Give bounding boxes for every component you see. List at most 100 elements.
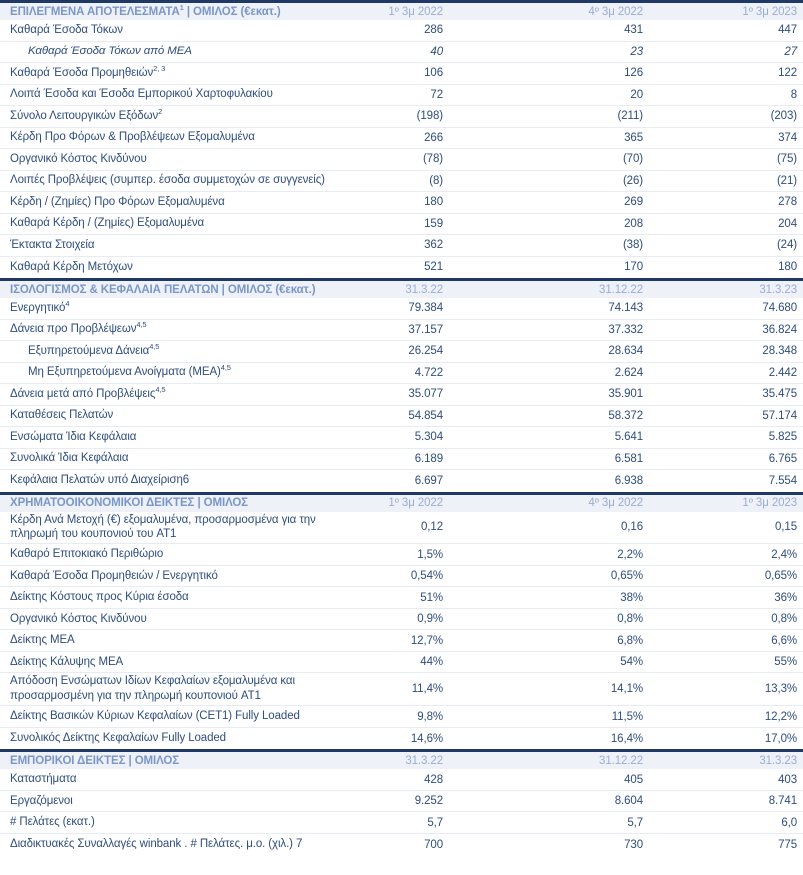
- row-value: 27: [784, 45, 797, 58]
- column-header: 31.12.22: [599, 754, 643, 767]
- row-label-footnote: 2, 3: [153, 63, 166, 73]
- row-label: Συνολικά Ίδια Κεφάλαια: [0, 451, 340, 466]
- row-label-text: Καταθέσεις Πελατών: [10, 409, 114, 422]
- row-value: 2,2%: [617, 548, 643, 561]
- row-label: Καθαρά Έσοδα Τόκων από ΜΕΑ: [0, 44, 340, 59]
- row-value: (38): [622, 239, 643, 252]
- section-header: ΕΜΠΟΡΙΚΟΙ ΔΕΙΚΤΕΣ | ΟΜΙΛΟΣ 31.3.22 31.12.2…: [0, 749, 803, 770]
- row-label: Δάνεια μετά από Προβλέψεις4,5: [0, 386, 340, 402]
- row-value: 266: [424, 131, 443, 144]
- table-row: Κέρδη Προ Φόρων & Προβλέψεων Εξομαλυμένα…: [0, 127, 803, 149]
- column-header: 1º 3μ 2023: [742, 5, 797, 18]
- section-header: ΙΣΟΛΟΓΙΣΜΟΣ & ΚΕΦΑΛΑΙΑ ΠΕΛΑΤΩΝ | ΟΜΙΛΟΣ …: [0, 278, 803, 298]
- row-value: (198): [416, 110, 443, 123]
- table-row: Καταθέσεις Πελατών 54.854 58.372 57.174: [0, 405, 803, 427]
- section-title-text: | ΟΜΙΛΟΣ (€εκατ.): [183, 5, 281, 18]
- row-value: 44%: [420, 656, 443, 669]
- row-label: Καθαρό Επιτοκιακό Περιθώριο: [0, 547, 340, 562]
- row-label: Δείκτης Κόστους προς Κύρια έσοδα: [0, 590, 340, 605]
- row-value: (24): [776, 239, 797, 252]
- table-row: Οργανικό Κόστος Κινδύνου 0,9% 0,8% 0,8%: [0, 608, 803, 631]
- row-value: 0,12: [421, 521, 443, 534]
- row-label-text: Καθαρά Έσοδα Τόκων: [10, 23, 123, 36]
- row-value: 6.189: [414, 452, 443, 465]
- row-label-text: Καταστήματα: [10, 773, 77, 786]
- row-value: (21): [776, 174, 797, 187]
- row-value: 0,9%: [417, 613, 443, 626]
- table-row: Καθαρά Κέρδη Μετόχων 521 170 180: [0, 256, 803, 278]
- row-value: 35.475: [762, 388, 797, 401]
- row-label: Κέρδη / (Ζημίες) Προ Φόρων Εξομαλυμένα: [0, 195, 340, 210]
- row-value: (203): [770, 110, 797, 123]
- row-label-text: Κέρδη Προ Φόρων & Προβλέψεων Εξομαλυμένα: [10, 131, 255, 144]
- table-row: Εργαζόμενοι 9.252 8.604 8.741: [0, 790, 803, 813]
- row-value: 55%: [774, 656, 797, 669]
- row-label-text: Καθαρά Έσοδα Προμηθειών / Ενεργητικό: [10, 569, 218, 582]
- row-value: 374: [778, 131, 797, 144]
- row-value: 20: [630, 88, 643, 101]
- column-header: 31.3.22: [405, 283, 443, 296]
- row-label: Καθαρά Έσοδα Προμηθειών2, 3: [0, 63, 340, 81]
- row-value: 54%: [620, 656, 643, 669]
- row-label-text: Ενσώματα Ίδια Κεφάλαια: [10, 430, 137, 443]
- row-label-text: Οργανικό Κόστος Κινδύνου: [10, 152, 147, 165]
- row-label: Διαδικτυακές Συναλλαγές winbank . # Πελά…: [0, 837, 340, 852]
- table-row: Απόδοση Ενσώματων Ιδίων Κεφαλαίων εξομαλ…: [0, 673, 803, 707]
- table-row: Οργανικό Κόστος Κινδύνου (78) (70) (75): [0, 149, 803, 171]
- row-value: 12,2%: [764, 710, 797, 723]
- row-label-text: # Πελάτες (εκατ.): [10, 816, 95, 829]
- row-label-text: Απόδοση Ενσώματων Ιδίων Κεφαλαίων εξομαλ…: [10, 675, 295, 703]
- row-label: Δείκτης Κάλυψης ΜΕΑ: [0, 655, 340, 670]
- row-label: Κεφάλαια Πελατών υπό Διαχείριση6: [0, 473, 340, 488]
- row-value: 0,15: [775, 521, 797, 534]
- table-row: Καθαρά Έσοδα Προμηθειών2, 3 106 126 122: [0, 63, 803, 85]
- row-label: Καταθέσεις Πελατών: [0, 408, 340, 423]
- row-value: 403: [778, 773, 797, 786]
- row-label: Καταστήματα: [0, 772, 340, 787]
- row-value: 6,8%: [617, 634, 643, 647]
- table-row: Διαδικτυακές Συναλλαγές winbank . # Πελά…: [0, 833, 803, 856]
- row-value: 5.304: [414, 431, 443, 444]
- row-value: 208: [624, 217, 643, 230]
- row-value: 0,65%: [610, 570, 643, 583]
- section-title: ΧΡΗΜΑΤΟΟΙΚΟΝΟΜΙΚΟΙ ΔΕΙΚΤΕΣ | ΟΜΙΛΟΣ: [0, 497, 340, 509]
- row-label: Κέρδη Ανά Μετοχή (€) εξομαλυμένα, προσαρ…: [0, 513, 340, 543]
- row-label-text: Κέρδη Ανά Μετοχή (€) εξομαλυμένα, προσαρ…: [10, 513, 316, 541]
- row-label: Δάνεια προ Προβλέψεων4,5: [0, 321, 340, 337]
- row-label: Έκτακτα Στοιχεία: [0, 238, 340, 253]
- financial-results-table: ΕΠΙΛΕΓΜΕΝΑ ΑΠΟΤΕΛΕΣΜΑΤΑ1 | ΟΜΙΛΟΣ (€εκατ…: [0, 0, 803, 856]
- row-value: 35.901: [608, 388, 643, 401]
- section-title-footnote: 1: [179, 2, 184, 12]
- row-value: 26.254: [408, 345, 443, 358]
- row-value: 122: [778, 67, 797, 80]
- table-row: Καθαρά Κέρδη / (Ζημίες) Εξομαλυμένα 159 20…: [0, 213, 803, 235]
- row-value: 35.077: [408, 388, 443, 401]
- row-value: 37.332: [608, 323, 643, 336]
- row-value: 38%: [620, 591, 643, 604]
- section-title: ΕΠΙΛΕΓΜΕΝΑ ΑΠΟΤΕΛΕΣΜΑΤΑ1 | ΟΜΙΛΟΣ (€εκατ…: [0, 2, 340, 18]
- row-label: Απόδοση Ενσώματων Ιδίων Κεφαλαίων εξομαλ…: [0, 674, 340, 704]
- row-value: 170: [624, 261, 643, 274]
- section-title-text: ΕΜΠΟΡΙΚΟΙ ΔΕΙΚΤΕΣ | ΟΜΙΛΟΣ: [10, 754, 180, 767]
- row-value: 0,16: [621, 521, 643, 534]
- row-value: 204: [778, 217, 797, 230]
- row-label-footnote: 4: [65, 298, 70, 308]
- row-label-text: Κεφάλαια Πελατών υπό Διαχείριση6: [10, 474, 190, 487]
- table-row: Κεφάλαια Πελατών υπό Διαχείριση6 6.697 6.9…: [0, 470, 803, 492]
- row-value: 180: [778, 261, 797, 274]
- row-value: 0,8%: [771, 613, 797, 626]
- row-label-text: Δάνεια μετά από Προβλέψεις: [10, 387, 156, 400]
- row-label: Λοιπές Προβλέψεις (συμπερ. έσοδα συμμετο…: [0, 173, 340, 188]
- row-label-footnote: 4,5: [220, 363, 231, 373]
- row-value: 74.143: [608, 302, 643, 315]
- row-value: 16,4%: [610, 732, 643, 745]
- row-label-text: Δείκτης Κάλυψης ΜΕΑ: [10, 655, 124, 668]
- row-value: 28.348: [762, 345, 797, 358]
- table-row: Σύνολο Λειτουργικών Εξόδων2 (198) (211) (20…: [0, 106, 803, 128]
- row-label: Δείκτης Βασικών Κύριων Κεφαλαίων (CET1) …: [0, 709, 340, 724]
- row-value: 6.581: [614, 452, 643, 465]
- row-label-text: Δείκτης Κόστους προς Κύρια έσοδα: [10, 591, 189, 604]
- row-label-text: Έκτακτα Στοιχεία: [10, 238, 95, 251]
- column-header: 1º 3μ 2022: [388, 5, 443, 18]
- table-row: Εξυπηρετούμενα Δάνεια4,5 26.254 28.634 28.3…: [0, 341, 803, 363]
